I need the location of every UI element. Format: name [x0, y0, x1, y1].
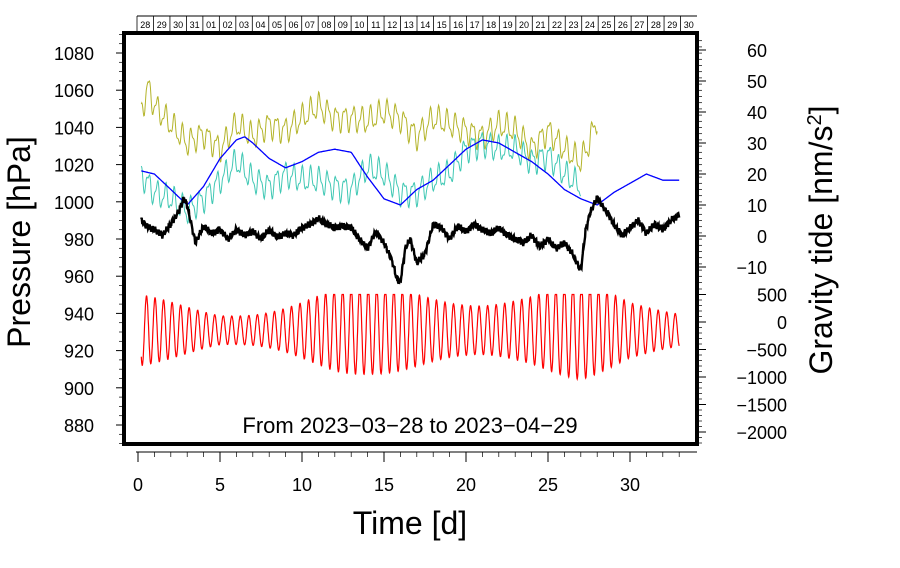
x-tick-label: 0: [133, 475, 143, 495]
date-label: 23: [568, 20, 578, 30]
date-label: 26: [618, 20, 628, 30]
date-label: 28: [651, 20, 661, 30]
y-right-lower-tick-label: 0: [777, 313, 787, 333]
y-left-tick-label: 920: [64, 342, 94, 362]
date-label: 22: [552, 20, 562, 30]
y-left-tick-label: 1020: [54, 156, 94, 176]
date-label: 10: [354, 20, 364, 30]
x-tick-label: 25: [538, 475, 558, 495]
series-line-teal: [140, 131, 582, 225]
x-axis-label: Time [d]: [353, 505, 467, 541]
x-tick-label: 5: [215, 475, 225, 495]
series-layer: [140, 80, 681, 382]
y-left-tick-label: 880: [64, 416, 94, 436]
date-label: 05: [272, 20, 282, 30]
left-axis: 880 900 920 940 960 980 1000 1020 1040 1060 1080: [54, 34, 124, 444]
date-label: 29: [667, 20, 677, 30]
series-line-blue: [141, 136, 680, 206]
y-right-axis-label-main: Gravity tide [nm/s: [803, 126, 839, 375]
y-right-lower-tick-label: −2000: [736, 423, 787, 443]
date-label: 11: [371, 20, 380, 30]
y-left-tick-label: 1060: [54, 81, 94, 101]
y-left-axis-label: Pressure [hPa]: [1, 136, 37, 348]
x-tick-label: 20: [456, 475, 476, 495]
date-label: 15: [437, 20, 447, 30]
y-right-lower-tick-label: −500: [746, 341, 787, 361]
y-left-tick-label: 900: [64, 379, 94, 399]
date-label: 18: [486, 20, 496, 30]
y-right-upper-tick-label: 20: [747, 165, 767, 185]
y-left-tick-label: 1040: [54, 118, 94, 138]
y-right-upper-tick-label: 10: [747, 196, 767, 216]
y-right-upper-tick-label: 30: [747, 134, 767, 154]
date-label: 02: [223, 20, 233, 30]
y-left-tick-label: 960: [64, 267, 94, 287]
date-label: 30: [173, 20, 183, 30]
date-label: 25: [601, 20, 611, 30]
y-right-upper-tick-label: 50: [747, 72, 767, 92]
y-left-tick-label: 980: [64, 230, 94, 250]
y-right-lower-tick-label: −1000: [736, 368, 787, 388]
date-label: 13: [404, 20, 414, 30]
date-label: 28: [140, 20, 150, 30]
date-label: 24: [585, 20, 595, 30]
date-label: 12: [387, 20, 397, 30]
date-label: 04: [256, 20, 266, 30]
y-right-upper-tick-label: 60: [747, 41, 767, 61]
series-line-pressure: [140, 195, 681, 285]
y-right-axis-label-close: ]: [803, 106, 839, 115]
date-label: 29: [157, 20, 167, 30]
bottom-axis: 0 5 10 15 20 25 30: [133, 451, 697, 495]
date-label: 03: [239, 20, 249, 30]
date-label: 07: [305, 20, 315, 30]
y-left-tick-label: 1000: [54, 193, 94, 213]
y-right-upper-tick-label: −10: [736, 258, 767, 278]
date-label: 21: [536, 20, 546, 30]
y-right-upper-tick-label: 0: [757, 227, 767, 247]
y-left-tick-label: 1080: [54, 44, 94, 64]
date-label: 31: [190, 20, 200, 30]
chart-caption: From 2023−03−28 to 2023−04−29: [242, 413, 577, 438]
y-right-lower-tick-label: −1500: [736, 396, 787, 416]
right-axis: −10 0 10 20 30 40 50 60 500 0 −500 −1000 −1500 −2000: [697, 40, 787, 444]
y-right-upper-tick-label: 40: [747, 103, 767, 123]
x-tick-label: 10: [292, 475, 312, 495]
date-label: 14: [420, 20, 430, 30]
y-right-axis-label: Gravity tide [nm/s2]: [803, 106, 839, 375]
date-label: 06: [288, 20, 298, 30]
series-line-tide: [140, 293, 680, 382]
date-label: 09: [338, 20, 348, 30]
date-label: 27: [634, 20, 644, 30]
date-label: 01: [206, 20, 216, 30]
x-tick-label: 15: [374, 475, 394, 495]
date-label: 08: [321, 20, 331, 30]
date-label: 19: [503, 20, 513, 30]
date-label: 17: [470, 20, 480, 30]
series-line-olive: [140, 80, 598, 173]
date-label: 16: [453, 20, 463, 30]
x-tick-label: 30: [620, 475, 640, 495]
y-right-axis-label-sup: 2: [804, 114, 826, 125]
date-label-strip: 28 29 30 31 01 02 03 04 05 06 07 08 09 10 11 12 13 14 15 16…: [136, 15, 697, 33]
y-left-tick-label: 940: [64, 304, 94, 324]
date-label: 20: [519, 20, 529, 30]
date-label: 30: [684, 20, 694, 30]
y-right-lower-tick-label: 500: [757, 286, 787, 306]
